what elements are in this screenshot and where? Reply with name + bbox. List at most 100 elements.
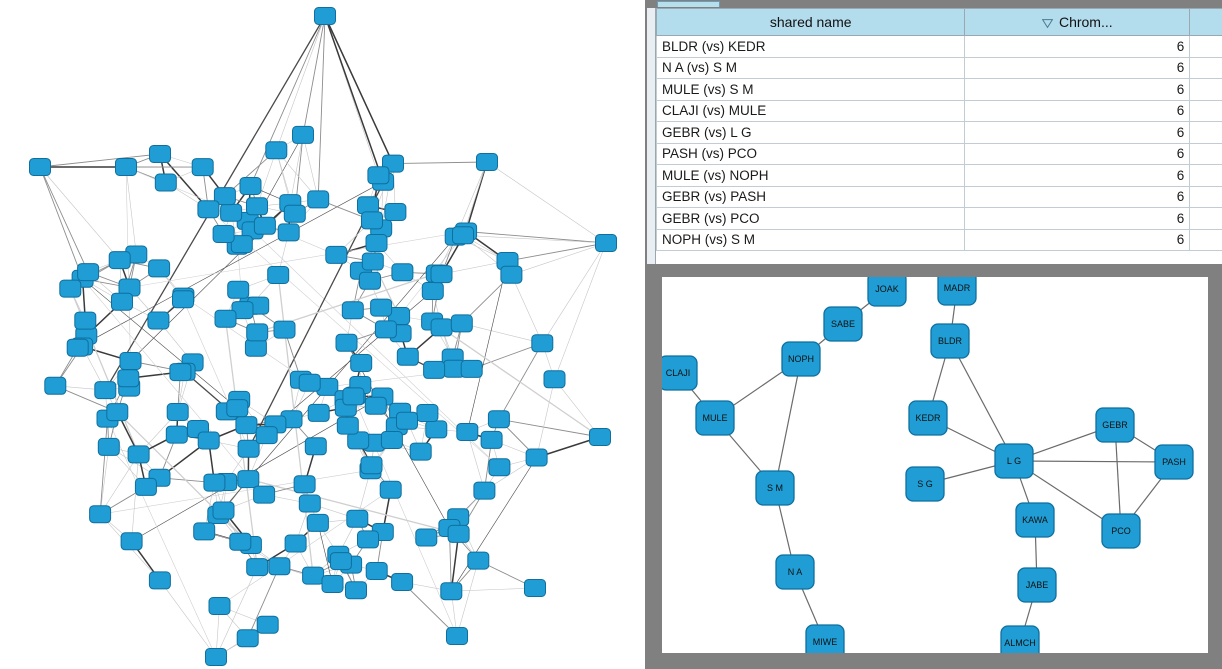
main-network-node[interactable]	[409, 442, 432, 461]
main-network-node-shape[interactable]	[203, 473, 226, 492]
main-network-node[interactable]	[396, 347, 419, 366]
main-network-node[interactable]	[460, 359, 483, 378]
main-network-edge[interactable]	[183, 296, 310, 383]
sub-network-node-shape[interactable]	[1095, 407, 1135, 443]
main-network-node-shape[interactable]	[246, 197, 268, 216]
main-network-edge[interactable]	[450, 533, 460, 592]
table-cell-start_point[interactable]: 10000000	[1189, 56, 1222, 79]
main-network-node-shape[interactable]	[246, 323, 269, 342]
main-network-edge[interactable]	[317, 522, 333, 585]
main-network-node-shape[interactable]	[59, 279, 82, 298]
main-network-edge[interactable]	[456, 560, 479, 637]
main-network-node[interactable]	[374, 320, 397, 339]
sub-network-node[interactable]: BLDR	[930, 323, 970, 359]
main-network-node-shape[interactable]	[595, 234, 617, 252]
main-network-node-shape[interactable]	[456, 423, 479, 441]
main-network-node-shape[interactable]	[244, 338, 267, 357]
main-network-node[interactable]	[345, 581, 367, 600]
sub-network-node[interactable]: L G	[994, 443, 1034, 479]
main-network-edge[interactable]	[462, 235, 607, 244]
main-network-node[interactable]	[246, 197, 268, 216]
main-network-node-shape[interactable]	[487, 410, 510, 429]
main-network-node[interactable]	[244, 338, 267, 357]
main-network-node[interactable]	[115, 158, 137, 176]
main-network-edge[interactable]	[218, 236, 456, 516]
main-network-node-shape[interactable]	[165, 425, 188, 444]
main-network-node[interactable]	[246, 323, 269, 342]
main-network-node[interactable]	[169, 363, 192, 382]
main-network-node[interactable]	[197, 431, 220, 450]
table-row[interactable]: CLAJI (vs) MULE625000000350000005.9	[655, 99, 1222, 122]
main-network-node-shape[interactable]	[246, 558, 269, 577]
main-network-node[interactable]	[237, 470, 260, 489]
main-network-node-shape[interactable]	[239, 177, 262, 195]
main-network-node[interactable]	[220, 203, 243, 222]
main-network-node-shape[interactable]	[473, 481, 496, 500]
main-network-node-shape[interactable]	[335, 333, 358, 352]
sub-network-node-shape[interactable]	[662, 355, 698, 391]
main-network-node-shape[interactable]	[253, 216, 276, 235]
main-network-node-shape[interactable]	[467, 551, 490, 570]
main-network-node[interactable]	[29, 158, 51, 176]
table-cell-start_point[interactable]: 1	[1189, 35, 1222, 58]
main-network-edge[interactable]	[290, 134, 304, 204]
main-network-node-shape[interactable]	[396, 411, 418, 430]
main-network-node[interactable]	[172, 290, 194, 309]
main-network-canvas[interactable]	[0, 0, 645, 669]
main-network-node-shape[interactable]	[111, 292, 133, 311]
main-network-node[interactable]	[589, 428, 611, 446]
main-network-node-shape[interactable]	[302, 566, 325, 585]
main-network-node[interactable]	[127, 445, 150, 464]
sub-network-node[interactable]: PCO	[1101, 513, 1141, 549]
main-network-edge[interactable]	[129, 231, 467, 288]
main-network-node[interactable]	[476, 153, 498, 171]
main-network-node[interactable]	[364, 396, 387, 415]
main-network-node-shape[interactable]	[237, 470, 260, 489]
main-network-node[interactable]	[467, 551, 490, 570]
main-network-node-shape[interactable]	[166, 403, 189, 421]
main-network-node[interactable]	[341, 301, 364, 320]
main-network-edge[interactable]	[324, 15, 384, 183]
main-network-node-shape[interactable]	[119, 352, 142, 370]
main-network-node[interactable]	[365, 234, 388, 252]
sub-network-node-shape[interactable]	[930, 323, 970, 359]
table-cell-start_point[interactable]: 36000000	[1189, 207, 1222, 230]
main-network-edge[interactable]	[498, 418, 601, 438]
main-network-edge[interactable]	[471, 342, 543, 370]
main-network-node[interactable]	[346, 509, 369, 528]
main-network-node-shape[interactable]	[208, 597, 231, 615]
main-network-edge[interactable]	[39, 166, 84, 279]
main-network-node-shape[interactable]	[306, 513, 329, 532]
main-network-node-shape[interactable]	[325, 245, 348, 264]
main-network-node-shape[interactable]	[220, 203, 243, 222]
attribute-table-body[interactable]: BLDR (vs) KEDR61170000000192.0N A (vs) S…	[655, 35, 1222, 251]
main-network-node[interactable]	[255, 426, 278, 445]
main-network-node[interactable]	[89, 505, 112, 524]
main-network-edge[interactable]	[451, 587, 536, 592]
main-network-edge[interactable]	[498, 342, 543, 420]
main-network-node[interactable]	[425, 420, 448, 439]
sub-network-node-shape[interactable]	[994, 443, 1034, 479]
main-network-node-shape[interactable]	[379, 480, 402, 499]
main-network-node[interactable]	[446, 627, 468, 645]
attribute-table-panel[interactable]: shared name Chrom... Start po... End poi…	[645, 0, 1222, 272]
sub-network-node-shape[interactable]	[1015, 502, 1055, 538]
sub-network-node[interactable]: JABE	[1017, 567, 1057, 603]
main-network-node-shape[interactable]	[476, 153, 498, 171]
main-network-edge[interactable]	[511, 274, 543, 344]
sub-network-node-shape[interactable]	[905, 466, 945, 502]
main-network-node-shape[interactable]	[543, 370, 566, 389]
main-network-node-shape[interactable]	[77, 263, 100, 282]
sub-network-node-shape[interactable]	[1000, 625, 1040, 653]
main-network-node[interactable]	[456, 423, 479, 441]
table-cell-chromosome[interactable]: 6	[964, 56, 1191, 79]
main-network-node-shape[interactable]	[127, 445, 150, 464]
main-network-node-shape[interactable]	[307, 190, 330, 209]
main-network-node[interactable]	[298, 373, 321, 392]
main-network-node[interactable]	[119, 352, 142, 370]
main-network-view[interactable]	[0, 0, 645, 669]
main-network-edge[interactable]	[247, 566, 280, 639]
main-network-edge[interactable]	[159, 153, 209, 210]
main-network-node-shape[interactable]	[255, 426, 278, 445]
main-network-node[interactable]	[357, 196, 379, 215]
